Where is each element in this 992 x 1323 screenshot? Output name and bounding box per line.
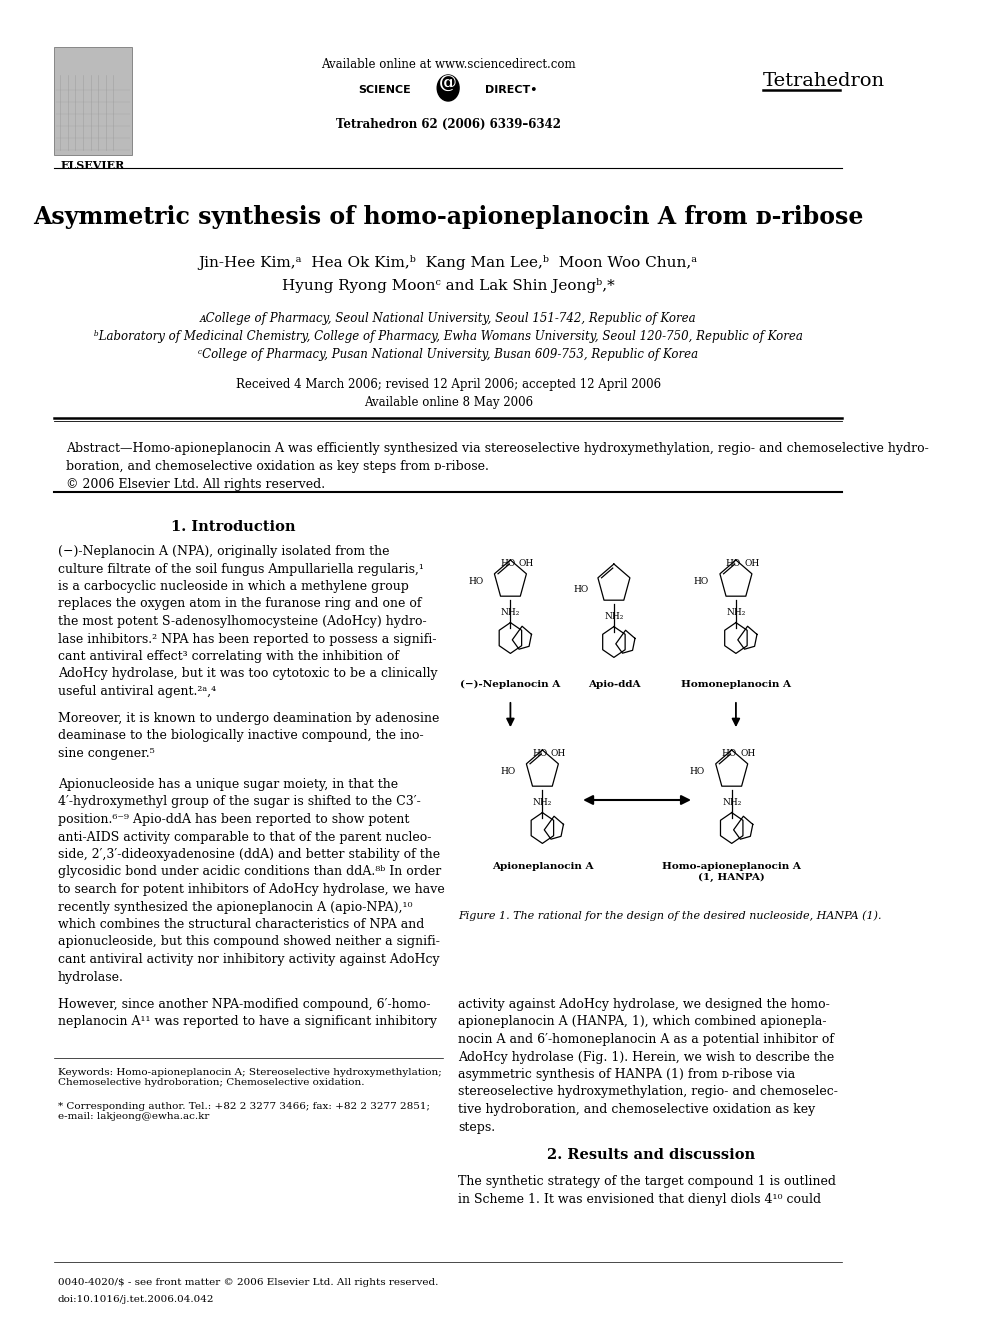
Text: NH₂: NH₂ xyxy=(533,798,553,807)
Text: OH: OH xyxy=(740,749,755,758)
Text: SCIENCE: SCIENCE xyxy=(358,85,411,95)
Text: (−)-Neplanocin A: (−)-Neplanocin A xyxy=(460,680,560,689)
Text: (−)-Neplanocin A (NPA), originally isolated from the
culture filtrate of the soi: (−)-Neplanocin A (NPA), originally isola… xyxy=(58,545,437,699)
Text: 0040-4020/$ - see front matter © 2006 Elsevier Ltd. All rights reserved.: 0040-4020/$ - see front matter © 2006 El… xyxy=(58,1278,438,1287)
Text: Available online 8 May 2006: Available online 8 May 2006 xyxy=(364,396,533,409)
Text: HO: HO xyxy=(468,577,483,586)
Text: ᴀCollege of Pharmacy, Seoul National University, Seoul 151-742, Republic of Kore: ᴀCollege of Pharmacy, Seoul National Uni… xyxy=(199,312,696,325)
Text: NH₂: NH₂ xyxy=(604,611,624,620)
Text: HO: HO xyxy=(533,749,548,758)
Text: Homo-apioneplanocin A
(1, HANPA): Homo-apioneplanocin A (1, HANPA) xyxy=(663,863,802,881)
Text: Available online at www.sciencedirect.com: Available online at www.sciencedirect.co… xyxy=(320,58,575,71)
Text: OH: OH xyxy=(744,560,760,568)
Text: HO: HO xyxy=(721,749,737,758)
Text: HO: HO xyxy=(693,577,709,586)
Text: Apioneplanocin A: Apioneplanocin A xyxy=(492,863,593,871)
Text: Hyung Ryong Moonᶜ and Lak Shin Jeongᵇ,*: Hyung Ryong Moonᶜ and Lak Shin Jeongᵇ,* xyxy=(282,278,614,292)
Text: Tetrahedron: Tetrahedron xyxy=(763,71,885,90)
Text: ELSEVIER: ELSEVIER xyxy=(61,160,125,171)
FancyBboxPatch shape xyxy=(458,507,833,945)
Text: Tetrahedron 62 (2006) 6339–6342: Tetrahedron 62 (2006) 6339–6342 xyxy=(335,118,560,131)
Circle shape xyxy=(437,75,459,101)
Text: * Corresponding author. Tel.: +82 2 3277 3466; fax: +82 2 3277 2851;
e-mail: lak: * Corresponding author. Tel.: +82 2 3277… xyxy=(58,1102,430,1122)
Text: The synthetic strategy of the target compound 1 is outlined
in Scheme 1. It was : The synthetic strategy of the target com… xyxy=(458,1175,836,1205)
Text: Keywords: Homo-apioneplanocin A; Stereoselective hydroxymethylation;
Chemoselect: Keywords: Homo-apioneplanocin A; Stereos… xyxy=(58,1068,441,1088)
Text: Apio-ddA: Apio-ddA xyxy=(587,680,640,689)
Text: DIRECT•: DIRECT• xyxy=(485,85,538,95)
Text: 1. Introduction: 1. Introduction xyxy=(172,520,296,534)
Text: activity against AdoHcy hydrolase, we designed the homo-
apioneplanocin A (HANPA: activity against AdoHcy hydrolase, we de… xyxy=(458,998,838,1134)
FancyBboxPatch shape xyxy=(55,48,132,155)
Text: OH: OH xyxy=(519,560,534,568)
Text: HO: HO xyxy=(500,560,516,568)
Text: HO: HO xyxy=(726,560,741,568)
Text: HO: HO xyxy=(573,585,588,594)
Text: Homoneplanocin A: Homoneplanocin A xyxy=(681,680,791,689)
Text: OH: OH xyxy=(551,749,566,758)
Text: @: @ xyxy=(439,75,457,93)
Text: HO: HO xyxy=(500,767,516,777)
Text: However, since another NPA-modified compound, 6′-homo-
neplanocin A¹¹ was report: However, since another NPA-modified comp… xyxy=(58,998,436,1028)
Text: Jin-Hee Kim,ᵃ  Hea Ok Kim,ᵇ  Kang Man Lee,ᵇ  Moon Woo Chun,ᵃ: Jin-Hee Kim,ᵃ Hea Ok Kim,ᵇ Kang Man Lee,… xyxy=(198,255,697,270)
Text: Abstract—Homo-apioneplanocin A was efficiently synthesized via stereoselective h: Abstract—Homo-apioneplanocin A was effic… xyxy=(66,442,929,491)
Text: ᵇLaboratory of Medicinal Chemistry, College of Pharmacy, Ewha Womans University,: ᵇLaboratory of Medicinal Chemistry, Coll… xyxy=(93,329,803,343)
Text: NH₂: NH₂ xyxy=(722,798,741,807)
Text: Received 4 March 2006; revised 12 April 2006; accepted 12 April 2006: Received 4 March 2006; revised 12 April … xyxy=(235,378,661,392)
Text: NH₂: NH₂ xyxy=(501,607,520,617)
Text: Figure 1. The rational for the design of the desired nucleoside, HANPA (1).: Figure 1. The rational for the design of… xyxy=(458,910,882,921)
Text: 2. Results and discussion: 2. Results and discussion xyxy=(547,1148,755,1162)
Text: Apionucleoside has a unique sugar moiety, in that the
4′-hydroxymethyl group of : Apionucleoside has a unique sugar moiety… xyxy=(58,778,444,983)
Text: Asymmetric synthesis of homo-apioneplanocin A from ᴅ-ribose: Asymmetric synthesis of homo-apioneplano… xyxy=(33,205,863,229)
Text: ᶜCollege of Pharmacy, Pusan National University, Busan 609-753, Republic of Kore: ᶜCollege of Pharmacy, Pusan National Uni… xyxy=(198,348,698,361)
Text: doi:10.1016/j.tet.2006.04.042: doi:10.1016/j.tet.2006.04.042 xyxy=(58,1295,214,1304)
Text: Moreover, it is known to undergo deamination by adenosine
deaminase to the biolo: Moreover, it is known to undergo deamina… xyxy=(58,712,439,759)
Text: NH₂: NH₂ xyxy=(726,607,746,617)
Text: HO: HO xyxy=(689,767,704,777)
